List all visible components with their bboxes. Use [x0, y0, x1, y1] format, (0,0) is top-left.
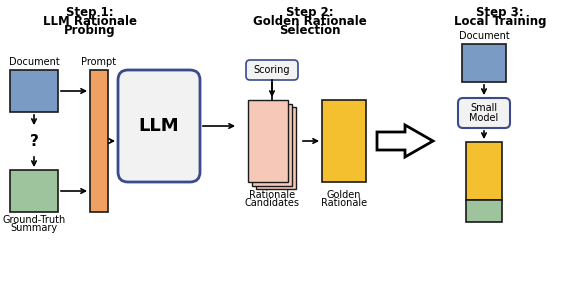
Text: LLM Rationale: LLM Rationale [43, 15, 137, 28]
FancyBboxPatch shape [118, 70, 200, 182]
Text: Ground-Truth: Ground-Truth [2, 215, 66, 225]
Bar [10, 170, 58, 212]
Text: Local Training: Local Training [454, 15, 546, 28]
Text: Rationale: Rationale [321, 198, 367, 208]
Bar [90, 70, 108, 212]
Text: Small: Small [470, 103, 498, 113]
Text: Model: Model [469, 113, 499, 123]
Bar [256, 107, 296, 189]
Bar [466, 200, 502, 222]
Text: ?: ? [30, 135, 38, 150]
Bar [252, 104, 292, 186]
Bar [10, 70, 58, 112]
Bar [322, 100, 366, 182]
Bar [248, 100, 288, 182]
Text: Step 2:: Step 2: [286, 6, 334, 19]
Polygon shape [377, 125, 433, 157]
Text: LLM: LLM [139, 117, 179, 135]
Text: Candidates: Candidates [245, 198, 299, 208]
Text: Step 1:: Step 1: [66, 6, 114, 19]
Text: Probing: Probing [64, 24, 116, 37]
Text: Golden: Golden [327, 190, 361, 200]
Text: Document: Document [9, 57, 59, 67]
FancyBboxPatch shape [458, 98, 510, 128]
Text: Selection: Selection [279, 24, 341, 37]
Text: Prompt: Prompt [81, 57, 117, 67]
Text: Step 3:: Step 3: [476, 6, 524, 19]
Text: Rationale: Rationale [249, 190, 295, 200]
FancyBboxPatch shape [246, 60, 298, 80]
Bar [462, 44, 506, 82]
Text: Scoring: Scoring [254, 65, 290, 75]
Text: Summary: Summary [10, 223, 57, 233]
Bar [466, 142, 502, 200]
Text: Golden Rationale: Golden Rationale [253, 15, 367, 28]
Text: Document: Document [459, 31, 509, 41]
